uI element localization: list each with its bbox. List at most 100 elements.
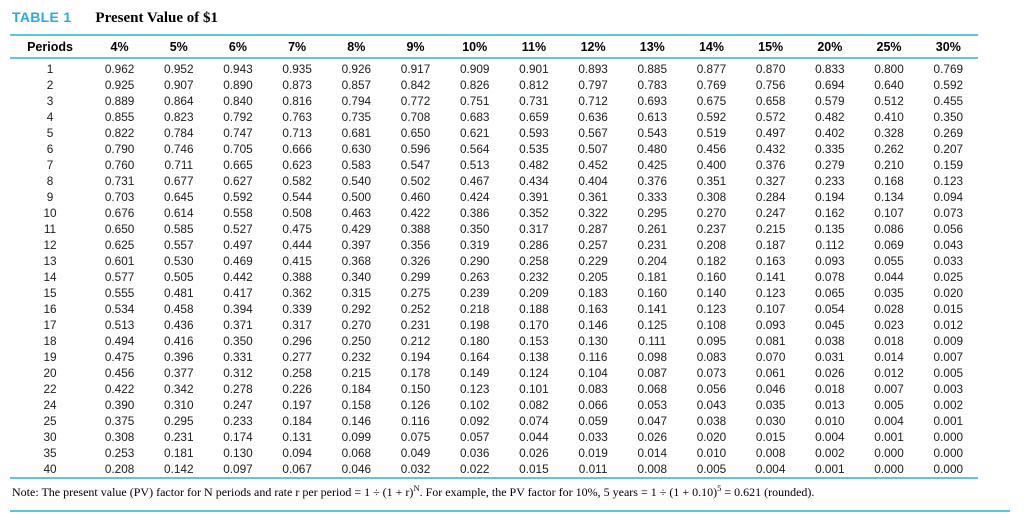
value-cell: 0.415 <box>282 254 312 268</box>
value-cell: 0.131 <box>282 430 312 444</box>
value-cell: 0.067 <box>267 461 327 479</box>
column-header: 8% <box>326 35 386 59</box>
table-row: 14 0.577 0.505 0.442 0.388 0.340 0.299 0.263 0.2… <box>10 269 978 285</box>
value-cell: 0.296 <box>282 334 312 348</box>
period-cell: 17 <box>43 318 57 332</box>
value-cell: 0.444 <box>282 238 312 252</box>
value-cell: 0.011 <box>563 461 623 479</box>
value-cell: 0.681 <box>341 126 372 140</box>
value-cell: 0.500 <box>341 190 372 204</box>
value-cell: 0.065 <box>815 286 845 300</box>
value-cell: 0.174 <box>223 430 253 444</box>
value-cell: 0.056 <box>696 382 727 396</box>
value-cell: 0.253 <box>104 446 135 460</box>
page-title: Present Value of $1 <box>95 10 219 26</box>
value-cell: 0.054 <box>815 302 845 316</box>
value-cell: 0.855 <box>104 110 135 124</box>
value-cell: 0.233 <box>223 414 253 428</box>
table-note: Note: The present value (PV) factor for … <box>10 484 1010 500</box>
value-cell: 0.475 <box>104 350 135 364</box>
value-cell: 0.008 <box>622 461 682 479</box>
value-cell: 0.339 <box>282 302 312 316</box>
value-cell: 0.135 <box>815 222 845 236</box>
value-cell: 0.683 <box>459 110 490 124</box>
value-cell: 0.507 <box>578 142 608 156</box>
value-cell: 0.164 <box>459 350 490 364</box>
value-cell: 0.731 <box>519 94 549 108</box>
value-cell: 0.794 <box>341 94 372 108</box>
value-cell: 0.033 <box>933 254 964 268</box>
value-cell: 0.335 <box>815 142 845 156</box>
value-cell: 0.396 <box>164 350 194 364</box>
value-cell: 0.036 <box>459 446 490 460</box>
column-header: 10% <box>445 35 505 59</box>
value-cell: 0.711 <box>164 158 194 172</box>
value-cell: 0.210 <box>874 158 904 172</box>
value-cell: 0.180 <box>459 334 490 348</box>
value-cell: 0.070 <box>755 350 786 364</box>
value-cell: 0.497 <box>755 126 786 140</box>
value-cell: 0.564 <box>459 142 490 156</box>
value-cell: 0.160 <box>637 286 668 300</box>
value-cell: 0.093 <box>755 318 786 332</box>
value-cell: 0.015 <box>933 302 964 316</box>
value-cell: 0.231 <box>400 318 431 332</box>
value-cell: 0.351 <box>696 174 727 188</box>
value-cell: 0.043 <box>696 398 727 412</box>
value-cell: 0.350 <box>933 110 964 124</box>
table-row: 20 0.456 0.377 0.312 0.258 0.215 0.178 0.149 0.1… <box>10 365 978 381</box>
table-row: 6 0.790 0.746 0.705 0.666 0.630 0.596 0.564 0.53… <box>10 141 978 157</box>
period-cell: 18 <box>43 334 57 348</box>
value-cell: 0.055 <box>874 254 904 268</box>
value-cell: 0.299 <box>400 270 431 284</box>
value-cell: 0.061 <box>755 366 786 380</box>
value-cell: 0.658 <box>755 94 786 108</box>
table-header: Periods 4% 5% 6% 7% 8% 9% 10% 11% 12% 13% 14% 15% 20%… <box>10 35 978 59</box>
value-cell: 0.625 <box>104 238 135 252</box>
value-cell: 0.352 <box>519 206 549 220</box>
value-cell: 0.535 <box>519 142 549 156</box>
value-cell: 0.007 <box>933 350 964 364</box>
value-cell: 0.308 <box>104 430 135 444</box>
value-cell: 0.356 <box>400 238 431 252</box>
value-cell: 0.864 <box>164 94 194 108</box>
table-row: 9 0.703 0.645 0.592 0.544 0.500 0.460 0.424 0.39… <box>10 189 978 205</box>
value-cell: 0.361 <box>578 190 608 204</box>
value-cell: 0.187 <box>755 238 786 252</box>
value-cell: 0.111 <box>638 334 667 348</box>
value-cell: 0.572 <box>755 110 786 124</box>
value-cell: 0.772 <box>400 94 431 108</box>
value-cell: 0.287 <box>578 222 608 236</box>
note-text: Note: The present value (PV) factor for … <box>12 485 414 499</box>
value-cell: 0.790 <box>104 142 135 156</box>
period-cell: 12 <box>43 238 57 252</box>
value-cell: 0.000 <box>918 461 978 479</box>
value-cell: 0.108 <box>696 318 727 332</box>
value-cell: 0.046 <box>755 382 786 396</box>
value-cell: 0.705 <box>223 142 253 156</box>
value-cell: 0.543 <box>637 126 668 140</box>
value-cell: 0.422 <box>400 206 431 220</box>
value-cell: 0.456 <box>696 142 727 156</box>
table-row: 4 0.855 0.823 0.792 0.763 0.735 0.708 0.683 0.65… <box>10 109 978 125</box>
value-cell: 0.212 <box>400 334 431 348</box>
value-cell: 0.093 <box>815 254 845 268</box>
value-cell: 0.463 <box>341 206 372 220</box>
value-cell: 0.494 <box>104 334 135 348</box>
value-cell: 0.094 <box>282 446 312 460</box>
period-cell: 4 <box>46 110 54 124</box>
value-cell: 0.650 <box>104 222 135 236</box>
value-cell: 0.917 <box>400 62 431 76</box>
value-cell: 0.823 <box>164 110 194 124</box>
value-cell: 0.005 <box>933 366 964 380</box>
value-cell: 0.583 <box>341 158 372 172</box>
value-cell: 0.116 <box>578 350 608 364</box>
value-cell: 0.317 <box>282 318 312 332</box>
value-cell: 0.049 <box>400 446 431 460</box>
table-row: 17 0.513 0.436 0.371 0.317 0.270 0.231 0.198 0.1… <box>10 317 978 333</box>
value-cell: 0.023 <box>874 318 904 332</box>
value-cell: 0.769 <box>696 78 727 92</box>
value-cell: 0.925 <box>104 78 135 92</box>
value-cell: 0.001 <box>933 414 964 428</box>
value-cell: 0.078 <box>815 270 845 284</box>
